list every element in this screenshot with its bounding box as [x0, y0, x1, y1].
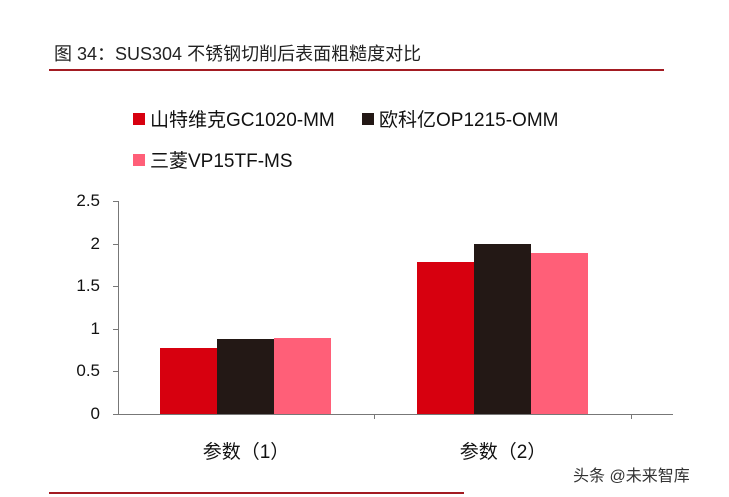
x-category-label: 参数（1） — [202, 442, 290, 463]
legend-label: 欧科亿OP1215-OMM — [379, 110, 559, 131]
title-divider — [49, 69, 664, 71]
ytick-label: 1.5 — [76, 276, 100, 295]
y-tick — [113, 244, 118, 245]
ytick-label: 0.5 — [76, 361, 100, 380]
y-tick — [113, 371, 118, 372]
bar-mitsubishi-param1 — [274, 338, 331, 414]
legend-item-mitsubishi: 三菱VP15TF-MS — [133, 146, 293, 173]
bar-okey-param1 — [217, 339, 274, 414]
watermark: 头条 @未来智库 — [573, 468, 690, 485]
y-tick — [113, 201, 118, 202]
legend-label: 三菱VP15TF-MS — [150, 151, 293, 172]
bottom-divider — [49, 492, 464, 494]
legend-item-sandvik: 山特维克GC1020-MM — [133, 105, 335, 132]
y-tick — [113, 414, 118, 415]
x-category-label: 参数（2） — [459, 442, 547, 463]
x-tick — [374, 414, 375, 419]
y-tick — [113, 329, 118, 330]
chart-title: 图 34：SUS304 不锈钢切削后表面粗糙度对比 — [54, 44, 422, 64]
ytick-label: 1 — [90, 319, 100, 338]
ytick-label: 2.5 — [76, 191, 100, 210]
x-tick — [631, 414, 632, 419]
legend-swatch-icon — [362, 112, 374, 125]
x-axis — [118, 414, 673, 415]
ytick-label: 2 — [90, 234, 100, 253]
legend-swatch-icon — [133, 153, 145, 166]
ytick-label: 0 — [90, 404, 100, 423]
bar-sandvik-param2 — [417, 262, 474, 414]
legend-item-okey: 欧科亿OP1215-OMM — [362, 105, 558, 132]
y-tick — [113, 286, 118, 287]
y-axis — [118, 201, 119, 415]
bar-okey-param2 — [474, 244, 531, 414]
bar-sandvik-param1 — [160, 348, 217, 414]
legend-label: 山特维克GC1020-MM — [150, 110, 335, 131]
legend-swatch-icon — [133, 112, 145, 125]
bar-mitsubishi-param2 — [531, 253, 588, 414]
